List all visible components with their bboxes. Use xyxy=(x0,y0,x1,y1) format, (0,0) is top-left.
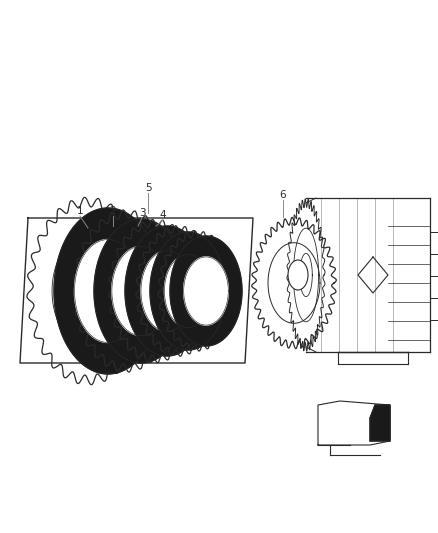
Polygon shape xyxy=(74,239,141,343)
Polygon shape xyxy=(54,208,162,374)
Text: 6: 6 xyxy=(280,190,286,200)
Text: 2: 2 xyxy=(110,206,117,216)
Polygon shape xyxy=(150,232,226,350)
Polygon shape xyxy=(170,236,242,346)
Text: 1: 1 xyxy=(77,206,83,216)
Polygon shape xyxy=(164,254,212,328)
Ellipse shape xyxy=(288,260,308,290)
Polygon shape xyxy=(94,219,188,363)
Text: 4: 4 xyxy=(160,210,166,220)
Polygon shape xyxy=(370,405,390,441)
Text: 3: 3 xyxy=(139,208,145,218)
Polygon shape xyxy=(112,246,170,336)
Polygon shape xyxy=(184,257,228,325)
Text: 5: 5 xyxy=(145,183,151,193)
Polygon shape xyxy=(141,251,193,332)
Polygon shape xyxy=(125,226,209,356)
